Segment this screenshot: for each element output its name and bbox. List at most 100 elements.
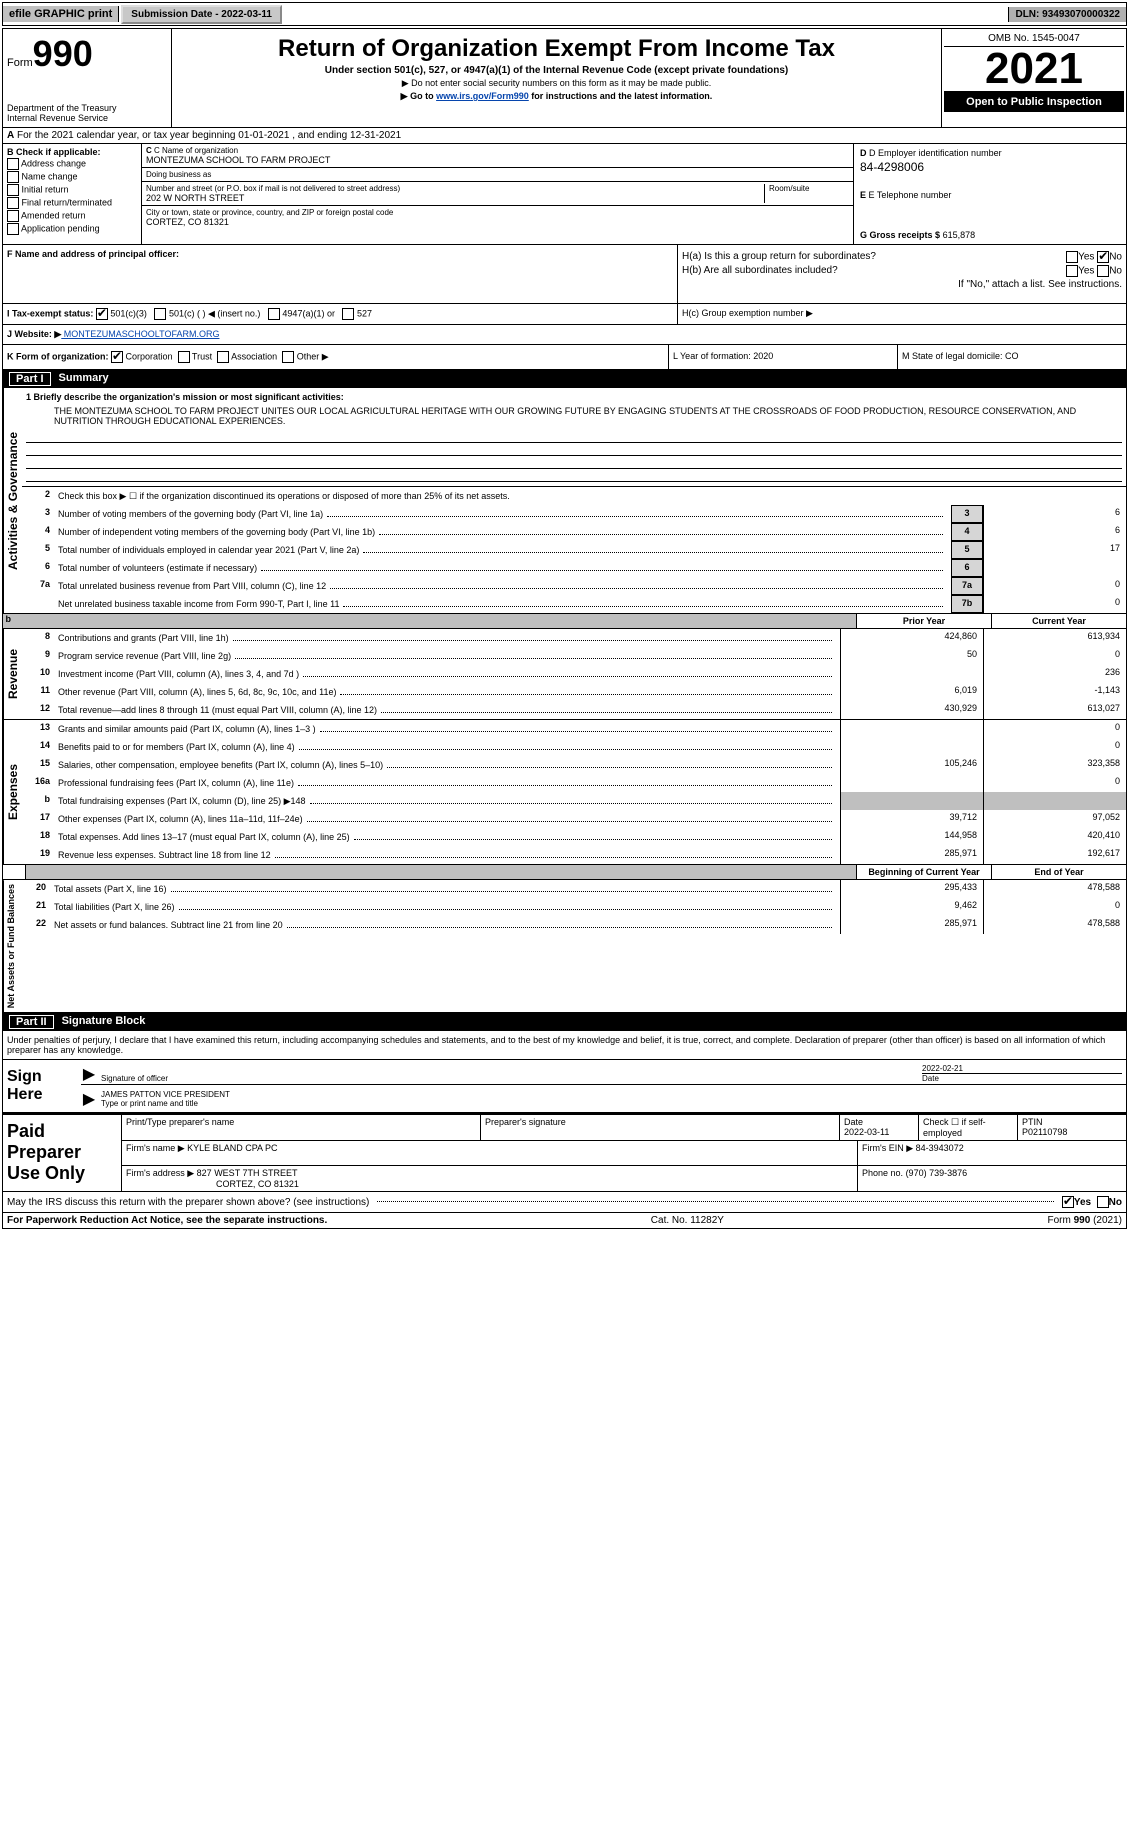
mission-lines — [26, 430, 1122, 482]
city-label: City or town, state or province, country… — [146, 208, 849, 217]
line-14: 14 Benefits paid to or for members (Part… — [22, 738, 1126, 756]
form-title: Return of Organization Exempt From Incom… — [176, 35, 937, 63]
room-label: Room/suite — [764, 184, 849, 203]
chk-corp[interactable] — [111, 351, 123, 363]
arrow-icon: ▶ — [81, 1089, 97, 1109]
col-end: End of Year — [992, 865, 1126, 879]
phone: (970) 739-3876 — [906, 1168, 968, 1178]
chk-address[interactable]: Address change — [7, 158, 137, 170]
tax-exempt-status: I Tax-exempt status: 501(c)(3) 501(c) ( … — [3, 304, 678, 324]
row-i-label: I Tax-exempt status: — [7, 308, 93, 318]
firm-name: KYLE BLAND CPA PC — [187, 1143, 277, 1153]
website-label: J Website: ▶ — [7, 329, 61, 339]
submission-date-button[interactable]: Submission Date - 2022-03-11 — [121, 5, 282, 24]
line-6: 6 Total number of volunteers (estimate i… — [22, 559, 1126, 577]
check-self-employed[interactable]: Check ☐ if self-employed — [919, 1115, 1018, 1140]
line-13: 13 Grants and similar amounts paid (Part… — [22, 720, 1126, 738]
ha-yn: Yes No — [1066, 251, 1122, 263]
sig-date: 2022-02-21 Date — [918, 1063, 1126, 1084]
perjury-text: Under penalties of perjury, I declare th… — [3, 1031, 1126, 1059]
year-formation: L Year of formation: 2020 — [669, 345, 898, 369]
line-19: 19 Revenue less expenses. Subtract line … — [22, 846, 1126, 864]
org-city: CORTEZ, CO 81321 — [146, 217, 849, 227]
firm-ein-label: Firm's EIN ▶ — [862, 1143, 913, 1153]
irs-link[interactable]: www.irs.gov/Form990 — [436, 91, 529, 101]
dept-irs: Internal Revenue Service — [7, 113, 167, 123]
line-11: 11 Other revenue (Part VIII, column (A),… — [22, 683, 1126, 701]
phone-label: Phone no. — [862, 1168, 903, 1178]
chk-501c3[interactable] — [96, 308, 108, 320]
col-b-checkboxes: B Check if applicable: Address change Na… — [3, 144, 142, 244]
chk-4947[interactable] — [268, 308, 280, 320]
block-expenses: Expenses 13 Grants and similar amounts p… — [3, 720, 1126, 865]
section-bcde: B Check if applicable: Address change Na… — [3, 144, 1126, 245]
line-17: 17 Other expenses (Part IX, column (A), … — [22, 810, 1126, 828]
prep-date-label: Date — [844, 1117, 863, 1127]
part2-num: Part II — [9, 1015, 54, 1029]
ssn-note: ▶ Do not enter social security numbers o… — [176, 78, 937, 89]
row-k-label: K Form of organization: — [7, 351, 109, 361]
chk-assoc[interactable] — [217, 351, 229, 363]
addr-label: Number and street (or P.O. box if mail i… — [146, 184, 764, 193]
chk-initial[interactable]: Initial return — [7, 184, 137, 196]
sig-officer-label: Signature of officer — [97, 1073, 918, 1084]
gross-label: G Gross receipts $ — [860, 230, 940, 240]
hb-yn: Yes No — [1066, 265, 1122, 277]
gross-value: 615,878 — [943, 230, 976, 240]
chk-amended[interactable]: Amended return — [7, 210, 137, 222]
hb-note: If "No," attach a list. See instructions… — [682, 279, 1122, 290]
firm-addr-label: Firm's address ▶ — [126, 1168, 194, 1178]
line-4: 4 Number of independent voting members o… — [22, 523, 1126, 541]
line-20: 20 Total assets (Part X, line 16) 295,43… — [18, 880, 1126, 898]
line-5: 5 Total number of individuals employed i… — [22, 541, 1126, 559]
chk-name[interactable]: Name change — [7, 171, 137, 183]
col-c-org-info: C C Name of organization MONTEZUMA SCHOO… — [142, 144, 854, 244]
ptin-label: PTIN — [1022, 1117, 1043, 1127]
may-irs-row: May the IRS discuss this return with the… — [3, 1192, 1126, 1213]
part1-num: Part I — [9, 372, 51, 386]
chk-may-no[interactable] — [1097, 1196, 1109, 1208]
col-begin: Beginning of Current Year — [857, 865, 992, 879]
col-b-heading: B Check if applicable: — [7, 147, 101, 157]
state-domicile: M State of legal domicile: CO — [898, 345, 1126, 369]
firm-ein: 84-3943072 — [916, 1143, 964, 1153]
chk-501c[interactable] — [154, 308, 166, 320]
firm-addr2: CORTEZ, CO 81321 — [216, 1179, 299, 1189]
footer-right: Form 990 (2021) — [1048, 1215, 1122, 1226]
chk-pending[interactable]: Application pending — [7, 223, 137, 235]
form-number: 990 — [33, 33, 93, 74]
chk-other[interactable] — [282, 351, 294, 363]
goto-note: ▶ Go to www.irs.gov/Form990 for instruct… — [176, 91, 937, 102]
may-irs-text: May the IRS discuss this return with the… — [7, 1197, 369, 1208]
top-bar: efile GRAPHIC print Submission Date - 20… — [2, 2, 1127, 26]
row-a-tax-year: A For the 2021 calendar year, or tax yea… — [3, 128, 1126, 144]
chk-527[interactable] — [342, 308, 354, 320]
footer-left: For Paperwork Reduction Act Notice, see … — [7, 1215, 327, 1226]
goto-pre: ▶ Go to — [401, 91, 436, 101]
ptin: P02110798 — [1022, 1127, 1067, 1137]
tel-label: E Telephone number — [869, 190, 952, 200]
chk-trust[interactable] — [178, 351, 190, 363]
website-link[interactable]: MONTEZUMASCHOOLTOFARM.ORG — [61, 329, 219, 339]
line-15: 15 Salaries, other compensation, employe… — [22, 756, 1126, 774]
hc-label: H(c) Group exemption number ▶ — [678, 304, 1126, 324]
col-header-b: b Prior Year Current Year — [3, 614, 1126, 629]
chk-may-yes[interactable] — [1062, 1196, 1074, 1208]
col-h: H(a) Is this a group return for subordin… — [678, 245, 1126, 303]
block-revenue: Revenue 8 Contributions and grants (Part… — [3, 629, 1126, 720]
row-klm: K Form of organization: Corporation Trus… — [3, 345, 1126, 370]
efile-label: efile GRAPHIC print — [3, 6, 119, 22]
chk-final[interactable]: Final return/terminated — [7, 197, 137, 209]
prep-sig-label: Preparer's signature — [485, 1117, 566, 1127]
officer-name: JAMES PATTON VICE PRESIDENT Type or prin… — [97, 1089, 1126, 1109]
col-prior: Prior Year — [857, 614, 992, 628]
side-revenue: Revenue — [3, 629, 22, 719]
line-7a: 7a Total unrelated business revenue from… — [22, 577, 1126, 595]
form-990-page: Form990 Department of the Treasury Inter… — [2, 28, 1127, 1229]
officer-label: F Name and address of principal officer: — [7, 249, 179, 259]
block-netassets: Net Assets or Fund Balances 20 Total ass… — [3, 880, 1126, 1013]
prep-date: 2022-03-11 — [844, 1127, 889, 1137]
signature-block: Under penalties of perjury, I declare th… — [3, 1031, 1126, 1114]
footer-mid: Cat. No. 11282Y — [651, 1215, 724, 1226]
l2-text: Check this box ▶ ☐ if the organization d… — [54, 487, 1126, 505]
